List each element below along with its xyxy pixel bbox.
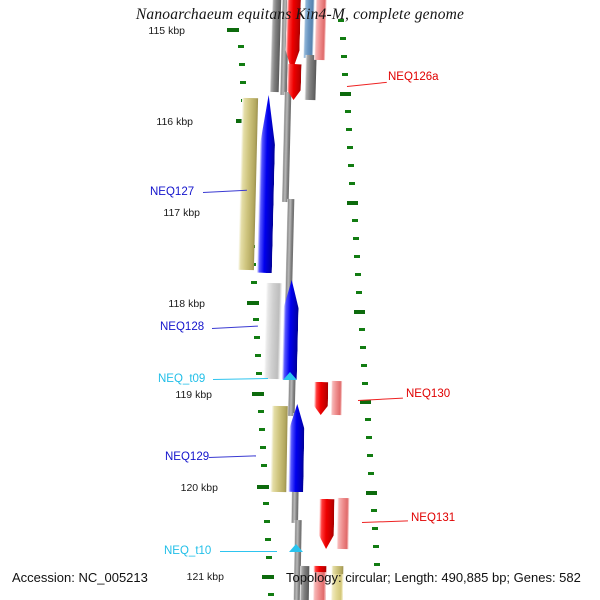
gene-feature-bar[interactable] [336, 497, 350, 550]
ruler-label: 119 kbp [175, 389, 212, 401]
feature-label-neq131[interactable]: NEQ131 [411, 512, 456, 524]
gene-feature-neq131[interactable] [319, 499, 335, 549]
feature-label-neq127[interactable]: NEQ127 [150, 186, 195, 198]
ruler-tick-major [247, 301, 259, 305]
ruler-tick [374, 563, 380, 566]
ruler-tick [365, 418, 371, 421]
gene-feature-neq128-gray[interactable] [263, 282, 283, 380]
ruler-tick [356, 291, 362, 294]
ruler-tick [347, 146, 353, 149]
gene-feature-bar[interactable] [304, 54, 317, 101]
ruler-tick [361, 364, 367, 367]
ruler-tick [260, 446, 266, 449]
ruler-tick [253, 318, 259, 321]
leader-line-neq131 [361, 520, 408, 524]
ruler-label: 120 kbp [180, 482, 218, 494]
ruler-tick [268, 593, 274, 596]
ruler-tick [353, 237, 359, 240]
leader-line-neq-t09 [212, 378, 269, 381]
accession-label: Accession: NC_005213 [12, 570, 148, 585]
ruler-tick [256, 372, 262, 375]
ruler-tick-major [227, 28, 239, 32]
ruler-tick [367, 454, 373, 457]
ruler-tick [359, 328, 365, 331]
ruler-tick-major [252, 392, 264, 396]
ruler-tick [368, 472, 374, 475]
ruler-tick [366, 436, 372, 439]
ruler-tick [348, 164, 354, 167]
gene-feature-neq130[interactable] [314, 382, 329, 415]
ruler-tick [261, 464, 267, 467]
ruler-label: 118 kbp [168, 298, 205, 310]
ruler-label: 121 kbp [186, 571, 224, 583]
genome-backbone-segment [281, 91, 292, 203]
trna-feature-neq-t10[interactable] [289, 544, 303, 552]
gene-feature-neq127-khaki[interactable] [237, 97, 259, 271]
ruler-tick-major [340, 92, 351, 96]
ruler-tick-major [257, 485, 269, 489]
ruler-tick [258, 410, 264, 413]
ruler-tick [239, 63, 245, 66]
ruler-tick [373, 545, 379, 548]
ruler-tick [238, 45, 244, 48]
ruler-tick-major [360, 400, 371, 404]
ruler-tick [265, 538, 271, 541]
gene-feature-neq129[interactable] [288, 404, 305, 492]
ruler-tick [362, 382, 368, 385]
ruler-tick [341, 55, 347, 58]
leader-line-neq128 [211, 325, 258, 330]
gene-feature-neq129-khaki[interactable] [270, 405, 288, 493]
feature-label-neq130[interactable]: NEQ130 [406, 388, 451, 400]
ruler-tick [360, 346, 366, 349]
ruler-tick [254, 336, 260, 339]
genome-summary-label: Topology: circular; Length: 490,885 bp; … [286, 570, 581, 585]
feature-label-neq128[interactable]: NEQ128 [160, 321, 205, 333]
trna-feature-neq-t09[interactable] [283, 372, 297, 380]
ruler-tick [355, 273, 361, 276]
page-title: Nanoarchaeum equitans Kin4-M, complete g… [135, 6, 465, 23]
ruler-tick [346, 128, 352, 131]
leader-line-neq130 [357, 397, 403, 402]
ruler-label: 115 kbp [148, 25, 185, 37]
ruler-tick [263, 502, 269, 505]
ruler-tick [240, 81, 246, 84]
leader-line-neq126a [346, 81, 387, 88]
ruler-tick [251, 281, 257, 284]
leader-line-neq129 [208, 455, 256, 459]
gene-feature-neq128[interactable] [282, 280, 299, 380]
ruler-tick [372, 527, 378, 530]
ruler-tick [264, 520, 270, 523]
ruler-tick-major [366, 491, 377, 495]
feature-label-neq-t09[interactable]: NEQ_t09 [158, 373, 206, 385]
ruler-tick [259, 428, 265, 431]
ruler-tick [342, 73, 348, 76]
ruler-label: 116 kbp [156, 116, 193, 128]
ruler-tick [340, 37, 346, 40]
gene-feature-neq127[interactable] [257, 95, 276, 273]
feature-label-neq126a[interactable]: NEQ126a [388, 71, 439, 83]
feature-label-neq129[interactable]: NEQ129 [165, 451, 210, 463]
gene-feature-neq126a-lower[interactable] [287, 64, 302, 100]
ruler-tick [349, 182, 355, 185]
ruler-tick [345, 110, 351, 113]
ruler-tick [255, 354, 261, 357]
ruler-tick-major [347, 201, 358, 205]
feature-label-neq-t10[interactable]: NEQ_t10 [164, 545, 212, 557]
ruler-tick [371, 509, 377, 512]
ruler-label: 117 kbp [163, 207, 200, 219]
ruler-tick-major [354, 310, 365, 314]
leader-line-neq-t10 [220, 551, 277, 553]
ruler-tick [352, 219, 358, 222]
gene-feature-bar[interactable] [330, 380, 343, 416]
ruler-tick [266, 556, 272, 559]
ruler-tick [338, 19, 344, 22]
ruler-tick [354, 255, 360, 258]
ruler-tick-major [262, 575, 274, 579]
